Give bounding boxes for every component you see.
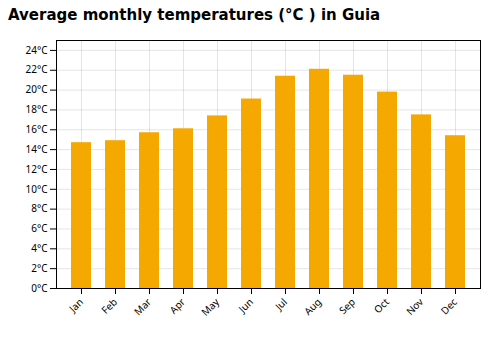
svg-text:14°C: 14°C bbox=[25, 142, 48, 156]
svg-text:0°C: 0°C bbox=[31, 281, 48, 295]
svg-text:16°C: 16°C bbox=[25, 122, 48, 136]
svg-text:2°C: 2°C bbox=[31, 261, 48, 275]
svg-text:8°C: 8°C bbox=[31, 201, 48, 215]
svg-text:22°C: 22°C bbox=[25, 62, 48, 76]
svg-text:6°C: 6°C bbox=[31, 221, 48, 235]
svg-text:18°C: 18°C bbox=[25, 102, 48, 116]
svg-text:24°C: 24°C bbox=[25, 43, 48, 57]
svg-text:Dec: Dec bbox=[437, 295, 460, 318]
svg-text:Feb: Feb bbox=[98, 295, 120, 317]
svg-text:12°C: 12°C bbox=[25, 162, 48, 176]
svg-text:May: May bbox=[198, 294, 223, 319]
svg-text:Aug: Aug bbox=[301, 295, 324, 318]
svg-text:Mar: Mar bbox=[131, 295, 154, 318]
svg-text:Sep: Sep bbox=[336, 295, 358, 317]
svg-text:Oct: Oct bbox=[371, 295, 393, 317]
svg-text:Jul: Jul bbox=[271, 295, 290, 314]
html-text:Average monthly temperatures (: Average monthly temperatures (°C ) in Gu… bbox=[8, 6, 381, 24]
svg-text:Jan: Jan bbox=[65, 295, 86, 316]
svg-text:20°C: 20°C bbox=[25, 82, 48, 96]
svg-text:4°C: 4°C bbox=[31, 241, 48, 255]
svg-text:Apr: Apr bbox=[166, 295, 188, 317]
svg-text:10°C: 10°C bbox=[25, 182, 48, 196]
svg-text:Jun: Jun bbox=[235, 295, 256, 316]
svg-text:Nov: Nov bbox=[403, 294, 427, 318]
